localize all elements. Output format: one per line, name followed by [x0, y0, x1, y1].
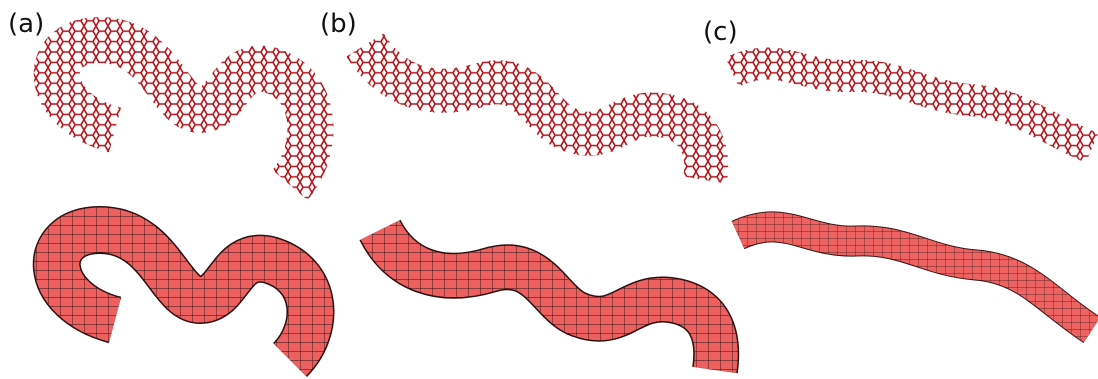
nanotube-ribbon: [57, 40, 311, 185]
panel-a: (a): [8, 9, 310, 360]
panel-label: (c): [703, 17, 738, 47]
panel-b: (b): [320, 9, 716, 370]
panel-label: (b): [320, 9, 357, 39]
figure: (a) (b) (c): [0, 0, 1098, 379]
nanotube-ribbon: [365, 45, 706, 180]
mesh-ribbon: [738, 227, 1092, 330]
mesh-ribbon: [57, 230, 311, 360]
panel-c: (c): [703, 17, 1092, 330]
panel-label: (a): [8, 9, 44, 39]
nanotube-ribbon: [732, 64, 1092, 148]
mesh-ribbon: [380, 230, 716, 370]
